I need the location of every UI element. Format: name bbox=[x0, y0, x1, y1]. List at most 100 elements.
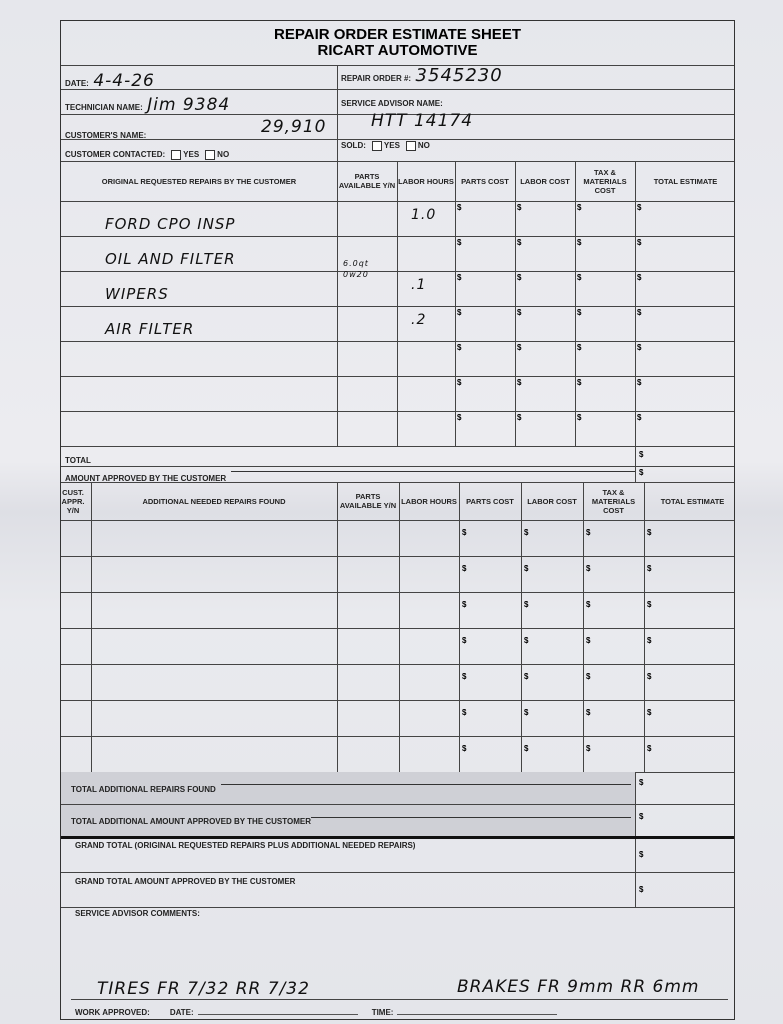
currency-cell[interactable]: $ bbox=[586, 744, 591, 753]
currency-cell[interactable]: $ bbox=[524, 600, 529, 609]
currency-cell[interactable]: $ bbox=[524, 564, 529, 573]
contacted-no-checkbox[interactable] bbox=[205, 150, 216, 160]
labor-hours: .1 bbox=[411, 277, 427, 293]
currency-cell[interactable]: $ bbox=[637, 308, 642, 317]
currency-cell[interactable]: $ bbox=[577, 238, 582, 247]
currency-cell[interactable]: $ bbox=[517, 308, 522, 317]
currency-cell[interactable]: $ bbox=[586, 564, 591, 573]
currency-cell[interactable]: $ bbox=[586, 528, 591, 537]
row-divider bbox=[61, 664, 734, 665]
currency-cell[interactable]: $ bbox=[577, 343, 582, 352]
column-divider bbox=[635, 161, 636, 446]
currency-cell[interactable]: $ bbox=[517, 343, 522, 352]
customer-name-field[interactable]: CUSTOMER'S NAME: bbox=[65, 131, 147, 140]
currency-cell[interactable]: $ bbox=[517, 273, 522, 282]
currency-cell[interactable]: $ bbox=[517, 413, 522, 422]
currency-cell[interactable]: $ bbox=[577, 308, 582, 317]
column-header: LABOR HOURS bbox=[401, 496, 457, 506]
currency-cell[interactable]: $ bbox=[647, 708, 652, 717]
column-divider bbox=[459, 482, 460, 772]
currency-cell[interactable]: $ bbox=[586, 672, 591, 681]
currency-cell[interactable]: $ bbox=[637, 343, 642, 352]
currency-cell[interactable]: $ bbox=[586, 600, 591, 609]
column-divider bbox=[521, 482, 522, 772]
repair-order-field[interactable]: REPAIR ORDER #: 3545230 bbox=[341, 65, 503, 86]
currency-cell[interactable]: $ bbox=[647, 600, 652, 609]
total-cell[interactable]: $ bbox=[639, 450, 644, 459]
additional-repair-cell[interactable] bbox=[93, 630, 333, 662]
currency-cell[interactable]: $ bbox=[647, 744, 652, 753]
customer-name-value: 29,910 bbox=[261, 117, 327, 137]
service-advisor-field[interactable]: SERVICE ADVISOR NAME: bbox=[341, 99, 443, 108]
sold-yes-checkbox[interactable] bbox=[371, 141, 382, 151]
grand-approved-cell[interactable]: $ bbox=[639, 885, 644, 894]
currency-cell[interactable]: $ bbox=[637, 273, 642, 282]
technician-field[interactable]: TECHNICIAN NAME: Jim 9384 bbox=[65, 95, 231, 115]
currency-cell[interactable]: $ bbox=[462, 564, 467, 573]
currency-cell[interactable]: $ bbox=[524, 636, 529, 645]
column-divider bbox=[583, 482, 584, 772]
currency-cell[interactable]: $ bbox=[462, 672, 467, 681]
column-header: TAX & MATERIALS COST bbox=[591, 487, 636, 515]
repair-description: FORD CPO INSP bbox=[105, 215, 236, 233]
approved-cell[interactable]: $ bbox=[639, 468, 644, 477]
grand-total-cell[interactable]: $ bbox=[639, 850, 644, 859]
row-divider bbox=[61, 271, 734, 272]
divider bbox=[61, 907, 734, 908]
contacted-yes-checkbox[interactable] bbox=[171, 150, 182, 160]
currency-cell[interactable]: $ bbox=[462, 744, 467, 753]
currency-cell[interactable]: $ bbox=[462, 708, 467, 717]
additional-repair-cell[interactable] bbox=[93, 522, 333, 554]
total-cell[interactable]: $ bbox=[639, 778, 644, 787]
currency-cell[interactable]: $ bbox=[524, 528, 529, 537]
additional-repair-cell[interactable] bbox=[93, 738, 333, 770]
currency-cell[interactable]: $ bbox=[647, 564, 652, 573]
currency-cell[interactable]: $ bbox=[577, 273, 582, 282]
thick-divider bbox=[61, 836, 734, 839]
currency-cell[interactable]: $ bbox=[524, 708, 529, 717]
currency-cell[interactable]: $ bbox=[577, 203, 582, 212]
currency-cell[interactable]: $ bbox=[637, 203, 642, 212]
currency-cell[interactable]: $ bbox=[637, 238, 642, 247]
additional-repair-cell[interactable] bbox=[93, 558, 333, 590]
currency-cell[interactable]: $ bbox=[457, 378, 462, 387]
currency-cell[interactable]: $ bbox=[517, 238, 522, 247]
currency-cell[interactable]: $ bbox=[457, 343, 462, 352]
currency-cell[interactable]: $ bbox=[577, 378, 582, 387]
additional-repair-cell[interactable] bbox=[93, 666, 333, 698]
currency-cell[interactable]: $ bbox=[586, 708, 591, 717]
currency-cell[interactable]: $ bbox=[517, 203, 522, 212]
currency-cell[interactable]: $ bbox=[462, 636, 467, 645]
currency-cell[interactable]: $ bbox=[637, 413, 642, 422]
currency-cell[interactable]: $ bbox=[462, 600, 467, 609]
currency-cell[interactable]: $ bbox=[637, 378, 642, 387]
sold-no-checkbox[interactable] bbox=[405, 141, 416, 151]
currency-cell[interactable]: $ bbox=[647, 672, 652, 681]
additional-repair-cell[interactable] bbox=[93, 594, 333, 626]
currency-cell[interactable]: $ bbox=[577, 413, 582, 422]
currency-cell[interactable]: $ bbox=[647, 528, 652, 537]
currency-cell[interactable]: $ bbox=[524, 672, 529, 681]
currency-cell[interactable]: $ bbox=[462, 528, 467, 537]
currency-cell[interactable]: $ bbox=[647, 636, 652, 645]
approved-cell[interactable]: $ bbox=[639, 812, 644, 821]
currency-cell[interactable]: $ bbox=[524, 744, 529, 753]
row-divider bbox=[61, 592, 734, 593]
currency-cell[interactable]: $ bbox=[457, 273, 462, 282]
column-header: PARTS AVAILABLE Y/N bbox=[338, 172, 396, 190]
repair-description: OIL AND FILTER bbox=[105, 250, 236, 268]
work-time-line[interactable] bbox=[397, 1014, 558, 1015]
currency-cell[interactable]: $ bbox=[457, 413, 462, 422]
form-title: REPAIR ORDER ESTIMATE SHEET bbox=[274, 26, 521, 43]
currency-cell[interactable]: $ bbox=[586, 636, 591, 645]
currency-cell[interactable]: $ bbox=[457, 203, 462, 212]
column-divider bbox=[337, 482, 338, 772]
original-approved-label: AMOUNT APPROVED BY THE CUSTOMER bbox=[65, 474, 227, 483]
currency-cell[interactable]: $ bbox=[457, 238, 462, 247]
additional-repair-cell[interactable] bbox=[93, 702, 333, 734]
currency-cell[interactable]: $ bbox=[517, 378, 522, 387]
work-date-line[interactable] bbox=[197, 1014, 358, 1015]
currency-cell[interactable]: $ bbox=[457, 308, 462, 317]
date-field[interactable]: DATE: 4-4-26 bbox=[65, 71, 155, 91]
